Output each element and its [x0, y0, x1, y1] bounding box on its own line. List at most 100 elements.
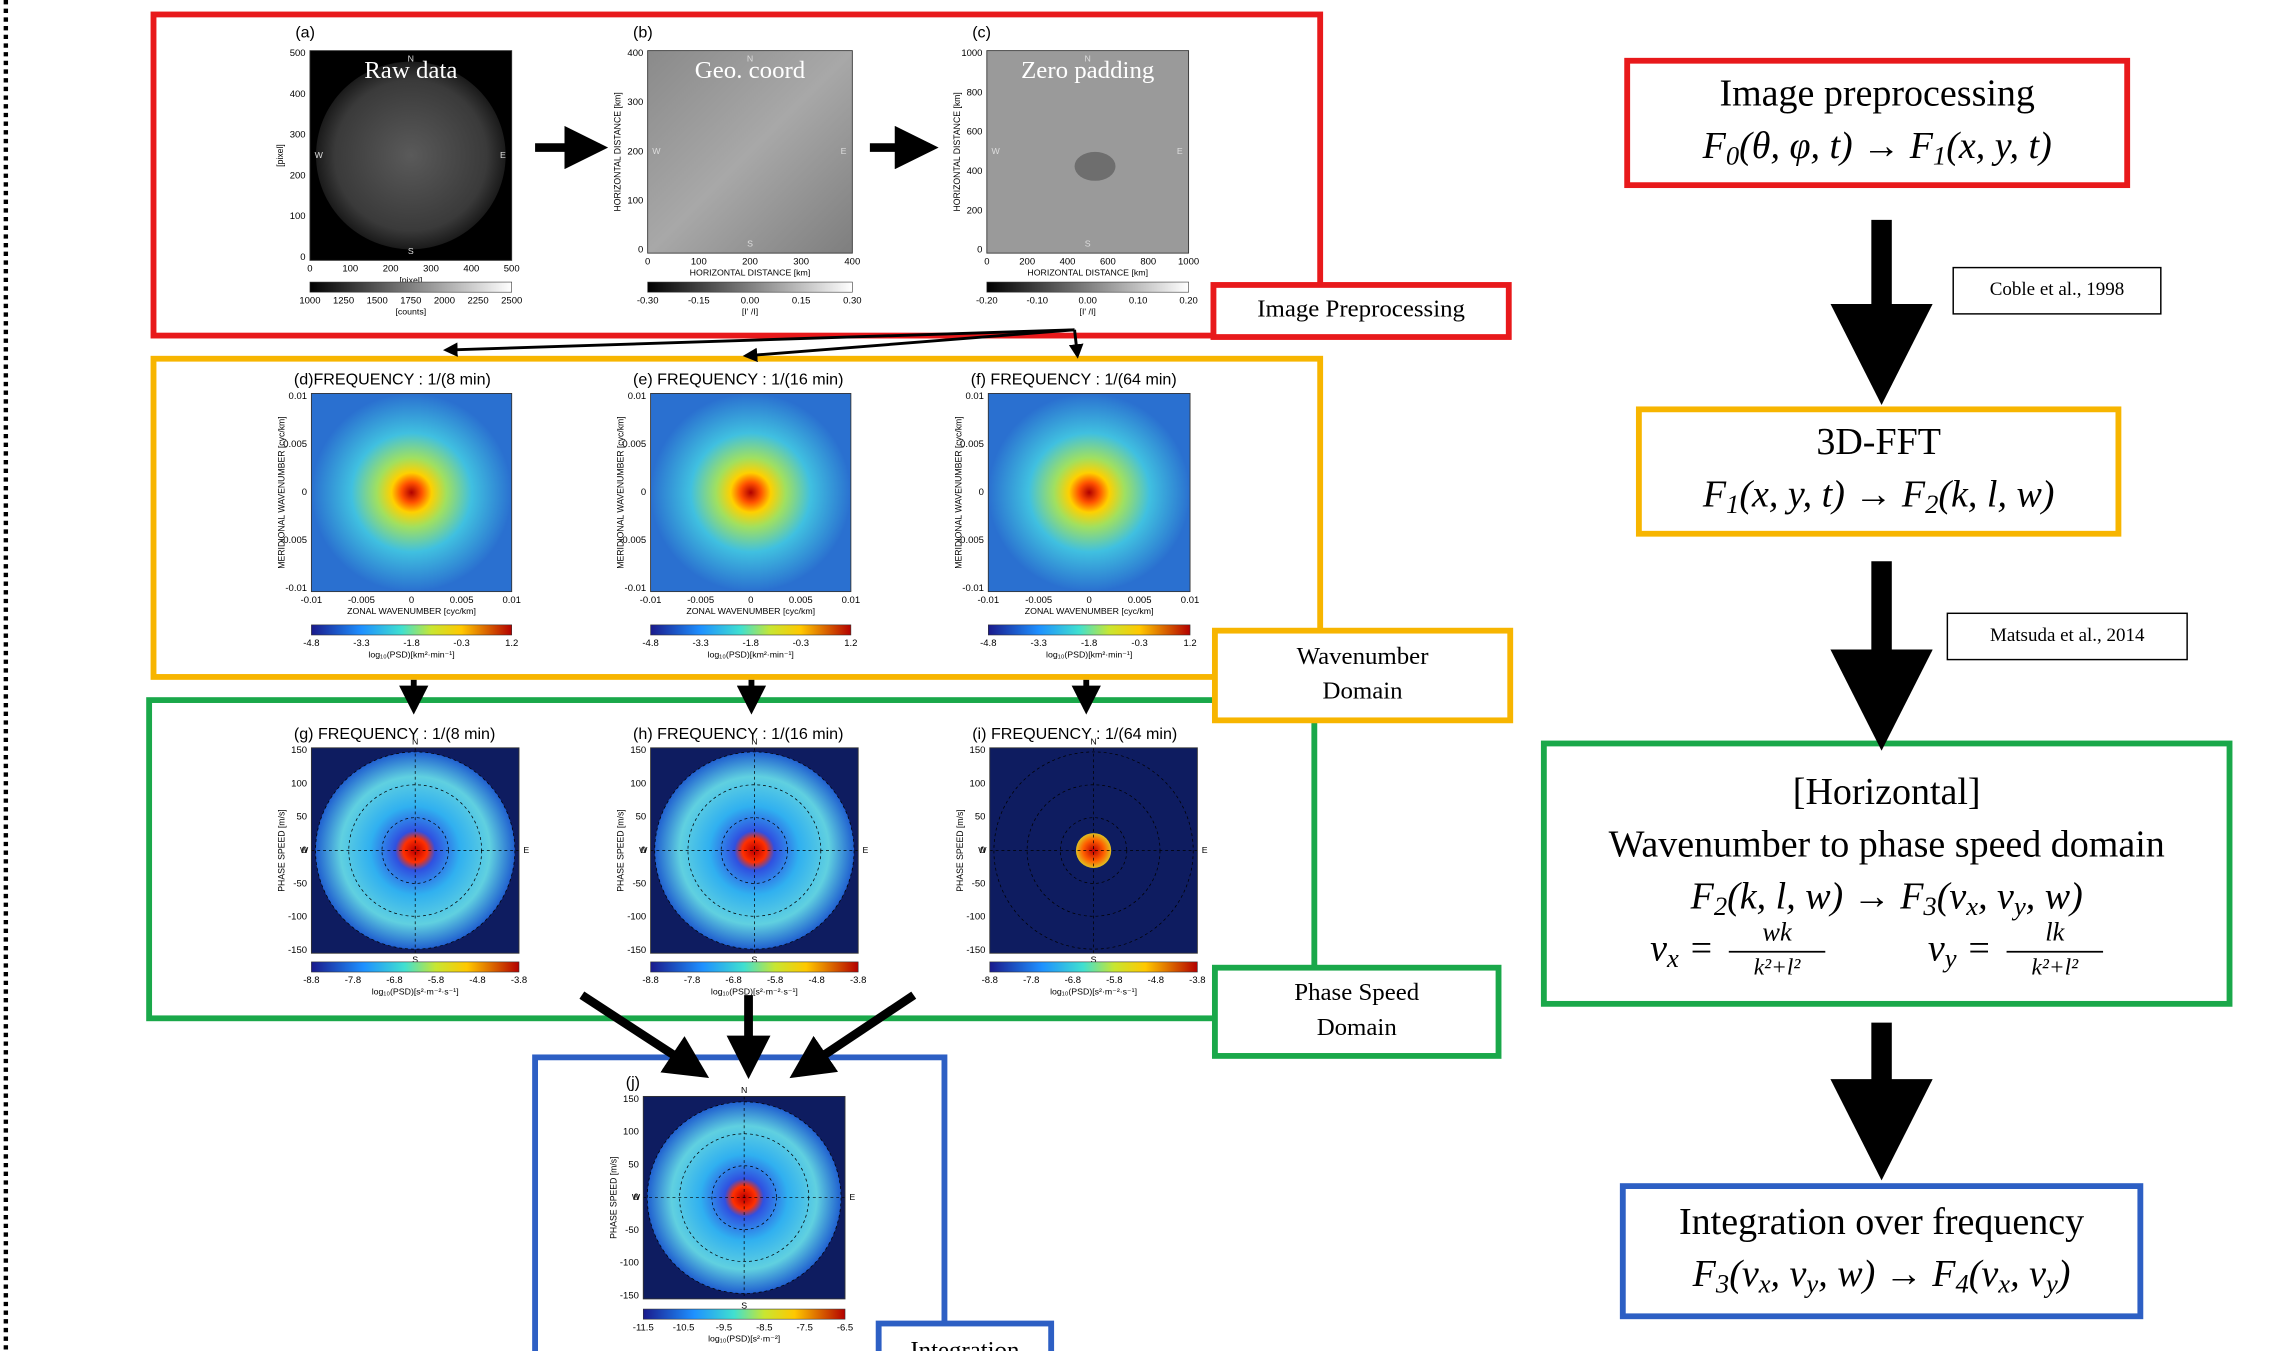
compass-letter: W	[300, 845, 309, 855]
formula-part: )	[2056, 1253, 2071, 1295]
colorbar	[643, 1309, 845, 1319]
formula: F1(x, y, t) → F2(k, l, w)	[1702, 473, 2055, 519]
y-tick-label: 200	[627, 146, 643, 157]
colorbar-tick-label: 0.00	[741, 295, 759, 306]
panel-image	[311, 393, 511, 591]
colorbar-tick-label: -7.8	[684, 975, 700, 986]
fraction-denominator: k²+l²	[1754, 955, 1802, 981]
x-axis-label: ZONAL WAVENUMBER [cyc/km]	[1025, 606, 1154, 616]
compass-letter: N	[741, 1085, 747, 1095]
subscript: 0	[1726, 141, 1739, 171]
colorbar-tick-label: -0.15	[688, 295, 710, 306]
x-tick-label: -0.01	[301, 595, 323, 606]
x-tick-label: 400	[844, 256, 860, 267]
y-tick-label: 300	[627, 97, 643, 108]
colorbar-label: log₁₀(PSD)[s²·m⁻²·s⁻¹]	[372, 987, 459, 997]
formula-part: , w) → F	[1818, 1253, 1956, 1295]
x-tick-label: 200	[1019, 256, 1035, 267]
colorbar-tick-label: -4.8	[642, 638, 658, 649]
subscript: 1	[1726, 489, 1739, 519]
colorbar-tick-label: -7.5	[797, 1322, 813, 1333]
y-axis-label: PHASE SPEED [m/s]	[955, 809, 965, 891]
compass-letter: S	[747, 239, 753, 249]
compass-letter: N	[1090, 736, 1096, 746]
y-tick-label: -0.01	[285, 583, 307, 594]
y-axis-label: MERIDIONAL WAVENUMBER [cyc/km]	[616, 416, 626, 568]
flow-box-title: Image preprocessing	[1719, 73, 2035, 115]
signal-blob	[1075, 152, 1116, 181]
colorbar-tick-label: -5.8	[1106, 975, 1122, 986]
colorbar	[651, 625, 851, 635]
x-tick-label: 0.01	[842, 595, 860, 606]
y-tick-label: 0.01	[628, 391, 646, 402]
formula-part: (θ, φ, t) → F	[1739, 125, 1934, 167]
panel-title: (h) FREQUENCY : 1/(16 min)	[633, 726, 843, 743]
colorbar-label: log₁₀(PSD)[s²·m⁻²·s⁻¹]	[1050, 987, 1137, 997]
formula-part: F	[1702, 125, 1727, 167]
y-tick-label: -150	[288, 945, 307, 956]
colorbar-tick-label: -0.30	[637, 295, 659, 306]
compass-letter: E	[849, 1192, 855, 1202]
colorbar-tick-label: -3.3	[692, 638, 708, 649]
colorbar	[987, 282, 1189, 292]
colorbar-tick-label: 0.10	[1129, 295, 1147, 306]
colorbar-tick-label: 0.15	[792, 295, 810, 306]
y-tick-label: 100	[291, 779, 307, 790]
panel-title: (d)FREQUENCY : 1/(8 min)	[294, 372, 491, 389]
y-tick-label: 0	[300, 252, 305, 263]
y-axis-label: MERIDIONAL WAVENUMBER [cyc/km]	[276, 416, 286, 568]
colorbar-tick-label: 1250	[333, 295, 354, 306]
y-tick-label: 0.005	[283, 439, 307, 450]
x-tick-label: 400	[1060, 256, 1076, 267]
colorbar-tick-label: 2250	[468, 295, 489, 306]
stage-label: Image Preprocessing	[1257, 296, 1465, 323]
compass-letter: E	[523, 845, 529, 855]
colorbar-tick-label: 1.2	[1183, 638, 1196, 649]
subscript: 4	[1955, 1269, 1968, 1299]
colorbar	[310, 282, 512, 292]
flow-box-title: [Horizontal]	[1793, 771, 1981, 813]
x-tick-label: 0.005	[1128, 595, 1152, 606]
x-tick-label: 100	[342, 264, 358, 275]
y-tick-label: 50	[296, 812, 307, 823]
colorbar-tick-label: -6.5	[837, 1322, 853, 1333]
y-tick-label: 300	[290, 130, 306, 141]
formula-part: (v	[1937, 876, 1967, 918]
formula-part: , v	[2010, 1253, 2046, 1295]
colorbar-tick-label: -8.8	[982, 975, 998, 986]
subscript: x	[1666, 943, 1679, 973]
compass-letter: E	[1202, 845, 1208, 855]
formula-part: v	[1928, 928, 1945, 970]
y-tick-label: 100	[630, 779, 646, 790]
formula-part: (k, l, w) → F	[1727, 876, 1924, 918]
y-tick-label: 0	[977, 245, 982, 256]
fraction-numerator: wk	[1762, 918, 1792, 947]
compass-letter: W	[652, 146, 661, 156]
panel-title: (i) FREQUENCY : 1/(64 min)	[972, 726, 1177, 743]
polar-disk	[316, 752, 515, 949]
formula-part: , v	[1771, 1253, 1807, 1295]
y-tick-label: 0	[302, 487, 307, 498]
flow-box-title: Integration over frequency	[1679, 1201, 2084, 1243]
stage-label: Phase Speed	[1294, 979, 1420, 1006]
x-tick-label: 0	[409, 595, 414, 606]
colorbar-tick-label: -3.8	[1189, 975, 1205, 986]
formula-part: (k, l, w)	[1938, 473, 2054, 515]
colorbar-label: [I' /I]	[1080, 307, 1096, 317]
y-tick-label: 400	[290, 89, 306, 100]
x-tick-label: 200	[742, 256, 758, 267]
compass-letter: E	[863, 845, 869, 855]
colorbar	[311, 962, 519, 972]
colorbar-tick-label: -4.8	[808, 975, 824, 986]
stage-label: Domain	[1323, 678, 1403, 705]
colorbar-tick-label: -0.20	[976, 295, 998, 306]
colorbar-tick-label: -4.8	[980, 638, 996, 649]
x-tick-label: 500	[504, 264, 520, 275]
page: (a)Raw data5004003002001000[pixel]010020…	[0, 0, 2269, 1351]
x-tick-label: -0.01	[977, 595, 999, 606]
y-tick-label: 0	[979, 487, 984, 498]
colorbar-tick-label: -6.8	[725, 975, 741, 986]
formula-part: (v	[1969, 1253, 1999, 1295]
x-tick-label: 0	[984, 256, 989, 267]
y-tick-label: 0	[641, 487, 646, 498]
